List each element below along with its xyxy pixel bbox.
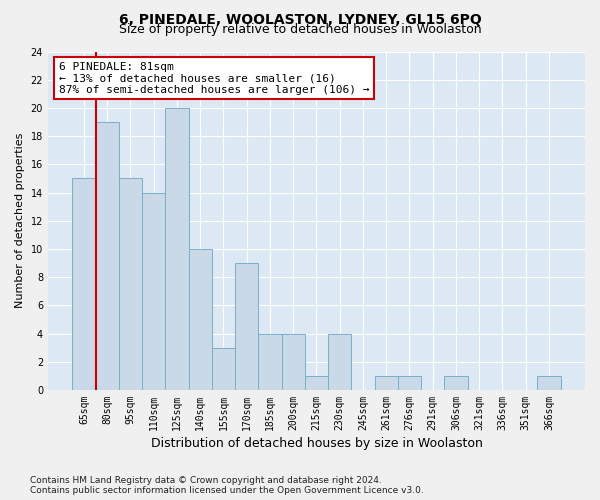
Bar — [73, 178, 95, 390]
Bar — [538, 376, 560, 390]
Text: 6, PINEDALE, WOOLASTON, LYDNEY, GL15 6PQ: 6, PINEDALE, WOOLASTON, LYDNEY, GL15 6PQ — [119, 12, 481, 26]
Bar — [445, 376, 467, 390]
Text: Contains HM Land Registry data © Crown copyright and database right 2024.
Contai: Contains HM Land Registry data © Crown c… — [30, 476, 424, 495]
Text: 6 PINEDALE: 81sqm
← 13% of detached houses are smaller (16)
87% of semi-detached: 6 PINEDALE: 81sqm ← 13% of detached hous… — [59, 62, 369, 95]
Bar — [259, 334, 281, 390]
Bar — [398, 376, 421, 390]
Y-axis label: Number of detached properties: Number of detached properties — [15, 133, 25, 308]
Bar — [188, 249, 212, 390]
Bar — [212, 348, 235, 390]
Bar — [281, 334, 305, 390]
Bar — [166, 108, 188, 390]
Text: Size of property relative to detached houses in Woolaston: Size of property relative to detached ho… — [119, 22, 481, 36]
Bar — [305, 376, 328, 390]
Bar — [235, 263, 259, 390]
Bar — [119, 178, 142, 390]
Bar — [95, 122, 119, 390]
X-axis label: Distribution of detached houses by size in Woolaston: Distribution of detached houses by size … — [151, 437, 482, 450]
Bar — [328, 334, 352, 390]
Bar — [142, 192, 166, 390]
Bar — [374, 376, 398, 390]
